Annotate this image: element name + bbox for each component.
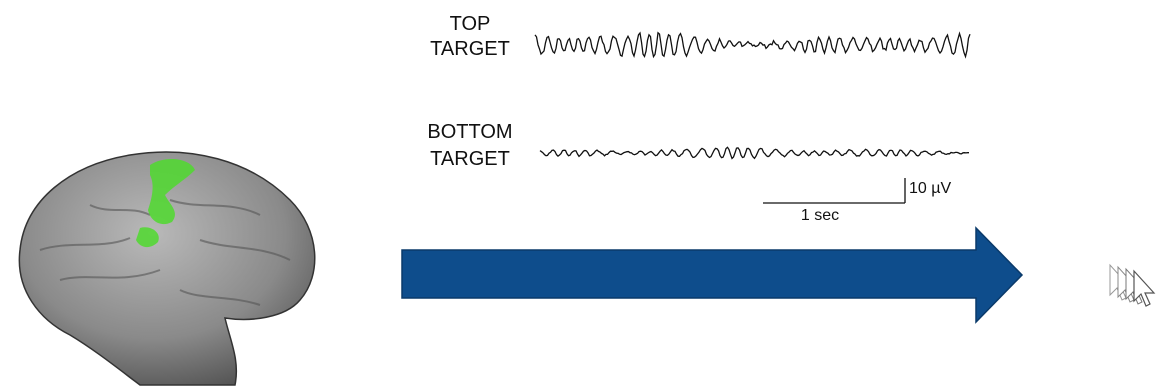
trace-label: BOTTOM bbox=[427, 121, 512, 143]
diagram: TOP TARGET BOTTOM TARGET 10 µV 1 sec bbox=[0, 0, 1160, 390]
eeg-trace bbox=[535, 33, 970, 57]
brain-image bbox=[19, 152, 314, 385]
trace-label: TARGET bbox=[430, 148, 510, 170]
trace-label: TOP bbox=[450, 13, 491, 35]
cursor-icons bbox=[1110, 265, 1154, 306]
arrow bbox=[402, 228, 1022, 322]
eeg-trace bbox=[540, 147, 969, 158]
time-scale-label: 1 sec bbox=[801, 207, 839, 224]
amplitude-scale-label: 10 µV bbox=[909, 180, 951, 197]
trace-label: TARGET bbox=[430, 38, 510, 60]
page: {"traces": [ {"label": ["TOP", "TARGET"]… bbox=[0, 0, 1160, 390]
